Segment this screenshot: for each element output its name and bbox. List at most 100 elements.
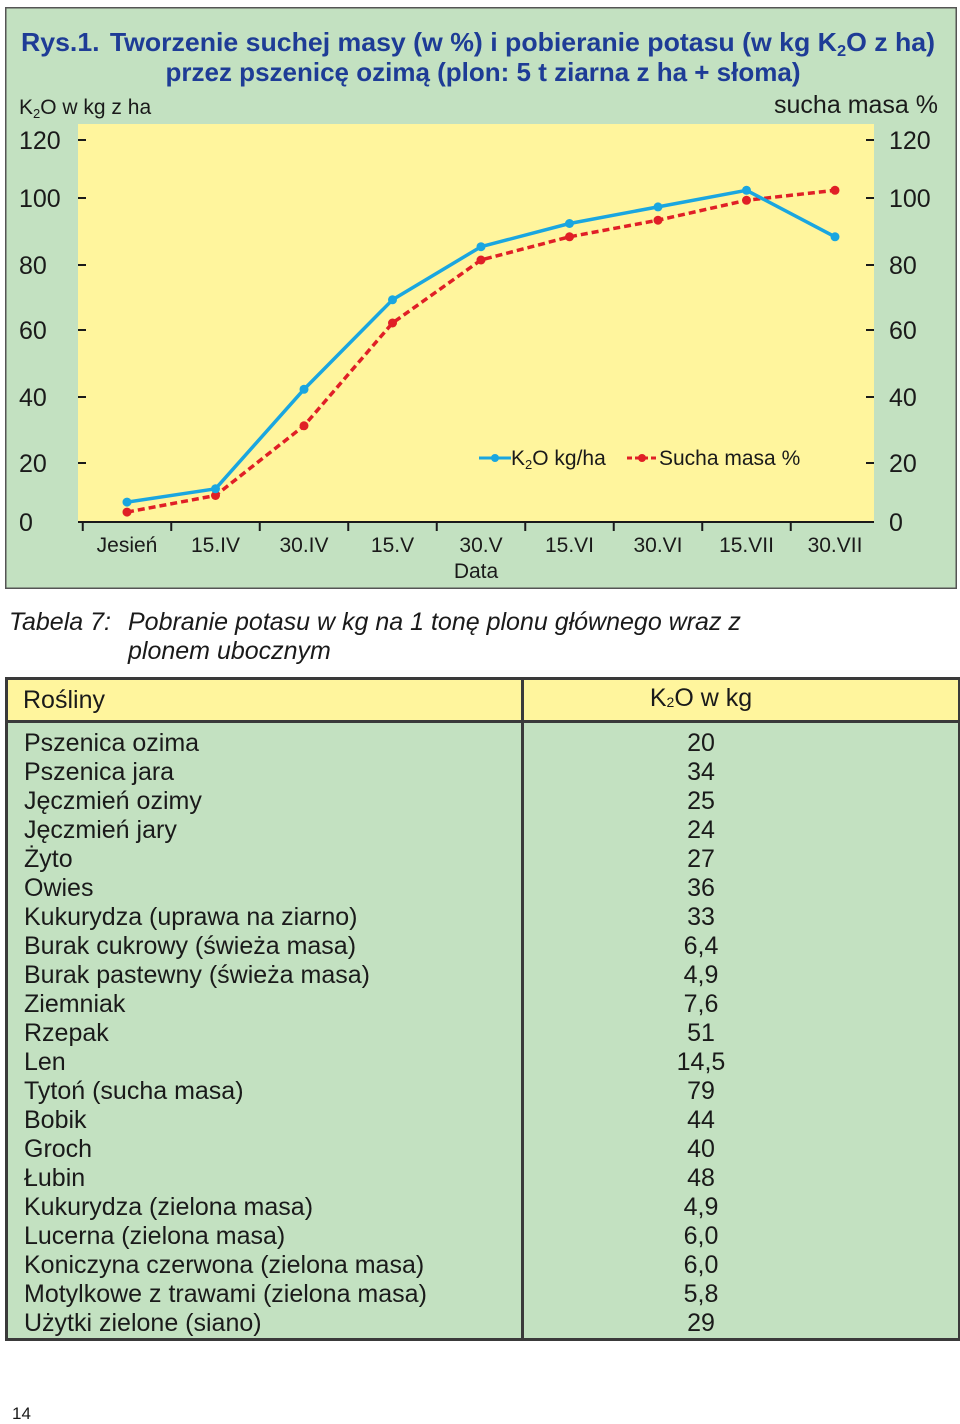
data-point-dry-matter [388,318,397,328]
data-point-k2o [299,384,309,394]
data-point-k2o [388,295,397,305]
table-row-value: 40 [687,1135,715,1163]
x-axis-label: Data [454,560,499,583]
legend-label-k2o: K2O kg/ha [511,447,606,472]
y-tick-label-right: 80 [889,252,917,280]
legend-marker-k2o [491,454,499,462]
table-row-value: 6,4 [683,932,719,960]
k2o-values-column: 20 34 25 24 27 36 33 6,4 4,9 7,6 51 14,5 79 44 40 48 4,9… [522,721,960,1341]
table-row-plant: Jęczmień ozimy [24,787,202,815]
table-row-value: 29 [687,1309,715,1337]
data-point-dry-matter [299,421,309,431]
table-row-plant: Lucerna (zielona masa) [24,1222,286,1250]
table-caption-number: Tabela 7: [9,608,111,636]
table-row-value: 4,9 [683,1193,719,1221]
chart-title-line2: przez pszenicę ozimą (plon: 5 t ziarna z… [166,57,801,87]
y-tick-label-right: 120 [889,127,931,155]
legend-marker-dry-matter [638,454,646,462]
table-row-value: 36 [687,874,715,902]
table-row-plant: Owies [24,874,94,902]
table-row-value: 51 [687,1019,715,1047]
x-tick-label: 15.IV [191,534,240,557]
data-point-k2o [565,219,574,228]
table-caption: Tabela 7: Pobranie potasu w kg na 1 tonę … [9,608,949,666]
x-tick-label: 30.VI [633,534,682,557]
data-point-dry-matter [830,185,840,195]
x-tick-label: 15.VI [545,534,594,557]
table-row-plant: Koniczyna czerwona (zielona masa) [24,1251,425,1279]
data-point-k2o [476,242,486,252]
x-tick-label: 15.VII [719,534,774,557]
y-tick-label-left: 20 [19,450,47,478]
table-row-value: 7,6 [683,990,719,1018]
y-tick-label-left: 120 [19,127,61,155]
table-row-value: 79 [687,1077,715,1105]
table-row-plant: Burak pastewny (świeża masa) [24,961,370,989]
table-row-plant: Len [24,1048,66,1076]
chart-title-line1: Rys.1. Tworzenie suchej masy (w %) i pobi… [21,27,935,60]
y-tick-label-left: 0 [19,509,33,537]
data-point-dry-matter [565,232,574,242]
y-tick-label-left: 100 [19,185,61,213]
y-tick-label-right: 40 [889,384,917,412]
table-row-plant: Ziemniak [24,990,126,1018]
column-header-plants: Rośliny [5,677,524,723]
table-row-value: 33 [687,903,715,931]
table-row-value: 5,8 [683,1280,719,1308]
table-row-plant: Rzepak [24,1019,109,1047]
table-row-value: 20 [687,729,715,757]
table-row-plant: Groch [24,1135,93,1163]
table-row-plant: Użytki zielone (siano) [24,1309,262,1337]
x-tick-label: 30.V [459,534,502,557]
table-row-value: 34 [687,758,715,786]
table-row-value: 6,0 [683,1251,719,1279]
page-number: 14 [12,1404,31,1423]
data-point-k2o [742,185,751,195]
table-row-value: 4,9 [683,961,719,989]
data-point-k2o [211,484,220,494]
table-row-value: 27 [687,845,715,873]
x-tick-label: 30.VII [808,534,863,557]
data-point-dry-matter [653,215,663,225]
table-row-plant: Kukurydza (zielona masa) [24,1193,314,1221]
data-point-dry-matter [122,507,132,517]
x-tick-label: 15.V [371,534,414,557]
plants-column: Pszenica ozima Pszenica jara Jęczmień ozim… [5,721,524,1341]
data-point-dry-matter [742,195,751,205]
y-tick-label-right: 100 [889,185,931,213]
data-point-k2o [122,497,132,507]
legend: K2O kg/ha Sucha masa % [479,447,800,472]
y-axis-label-right: sucha masa % [774,91,938,119]
table-row-plant: Pszenica ozima [24,729,200,757]
table-row-plant: Pszenica jara [24,758,175,786]
y-axis-label-left: K2O w kg z ha [19,96,151,121]
legend-label-dry-matter: Sucha masa % [659,447,800,470]
y-tick-label-left: 40 [19,384,47,412]
y-tick-label-right: 0 [889,509,903,537]
table-row-value: 48 [687,1164,715,1192]
table-row-plant: Łubin [24,1164,86,1192]
y-tick-label-left: 60 [19,317,47,345]
table-row-value: 14,5 [676,1048,726,1076]
table-row-plant: Żyto [24,845,73,873]
y-tick-label-left: 80 [19,252,47,280]
table-row-plant: Kukurydza (uprawa na ziarno) [24,903,358,931]
data-point-dry-matter [476,255,486,265]
table-row-plant: Bobik [24,1106,87,1134]
table-caption-line2: plonem ubocznym [128,637,331,665]
data-point-k2o [830,232,840,242]
table-row-value: 25 [687,787,715,815]
table-row-value: 6,0 [683,1222,719,1250]
x-tick-label: Jesień [97,534,158,557]
table-row-value: 24 [687,816,715,844]
y-tick-label-right: 20 [889,450,917,478]
table-row-plant: Tytoń (sucha masa) [24,1077,244,1105]
x-tick-label: 30.IV [279,534,328,557]
data-point-k2o [653,202,663,212]
table-row-value: 44 [687,1106,715,1134]
table-row-plant: Burak cukrowy (świeża masa) [24,932,357,960]
table-caption-line1: Pobranie potasu w kg na 1 tonę plonu głó… [128,608,741,636]
y-tick-label-right: 60 [889,317,917,345]
chart-figure: Rys.1. Tworzenie suchej masy (w %) i pobi… [5,7,957,589]
column-header-k2o: K2O w kg [521,677,960,723]
